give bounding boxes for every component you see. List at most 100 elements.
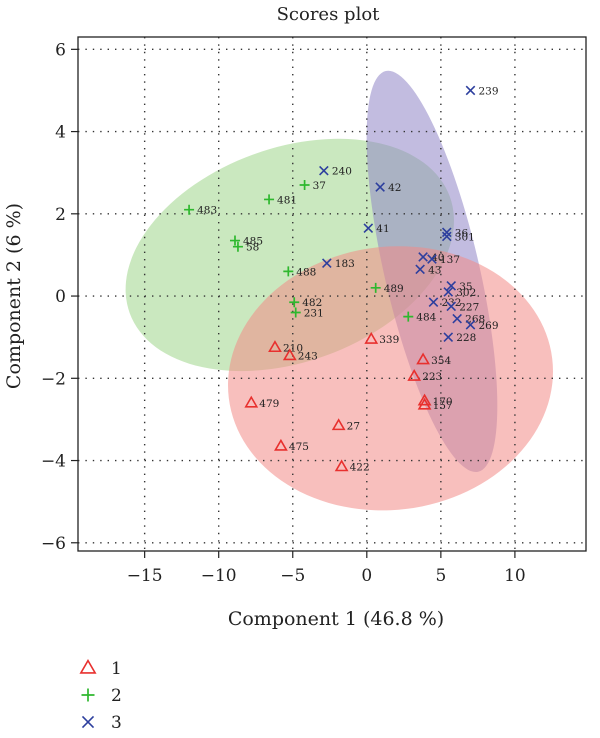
y-tick-label: 0 — [55, 287, 66, 307]
y-tick-label: 6 — [55, 40, 66, 60]
point-label-41: 41 — [376, 223, 389, 235]
point-group-3-41 — [363, 223, 374, 234]
point-group-1-422 — [334, 459, 349, 472]
point-label-479: 479 — [259, 398, 279, 410]
point-label-239: 239 — [478, 85, 498, 97]
point-group-1-243 — [282, 348, 297, 361]
point-group-2-231 — [290, 307, 301, 318]
point-group-3-228 — [443, 332, 454, 342]
point-label-483: 483 — [197, 205, 217, 217]
point-group-3-42 — [375, 182, 385, 192]
legend: 1 2 3 — [79, 658, 122, 733]
point-group-2-481 — [264, 194, 275, 205]
point-label-302: 302 — [456, 287, 476, 299]
point-label-231: 231 — [304, 308, 324, 320]
point-group-3-240 — [319, 165, 329, 176]
point-group-1-475 — [274, 438, 288, 451]
point-label-137: 137 — [440, 254, 460, 266]
plot-area-frame — [77, 36, 587, 552]
legend-label-3: 3 — [111, 713, 122, 733]
point-label-240: 240 — [332, 166, 352, 178]
ellipse-group-1 — [228, 246, 553, 511]
point-label-354: 354 — [431, 355, 451, 367]
legend-label-1: 1 — [111, 659, 122, 679]
x-tick-label: 5 — [435, 566, 446, 586]
point-group-2-488 — [283, 266, 294, 277]
point-group-1-210 — [268, 340, 282, 353]
point-label-339: 339 — [379, 334, 399, 346]
point-label-232: 232 — [441, 297, 461, 309]
point-label-489: 489 — [384, 283, 404, 295]
point-label-422: 422 — [350, 462, 370, 474]
point-group-3-302 — [443, 287, 454, 297]
point-group-3-36 — [441, 227, 452, 238]
point-group-3-232 — [428, 297, 439, 308]
legend-label-2: 2 — [111, 686, 122, 706]
x-axis-title: Component 1 (46.8 %) — [228, 608, 444, 630]
point-group-1-223 — [407, 368, 422, 381]
point-group-3-183 — [322, 258, 332, 268]
point-group-1-339 — [364, 331, 379, 344]
confidence-ellipses — [125, 70, 553, 511]
y-axis-title: Component 2 (6 %) — [3, 203, 25, 389]
point-label-481: 481 — [277, 194, 297, 206]
x-tick-label: −15 — [127, 566, 163, 586]
x-tick-label: 10 — [504, 566, 526, 586]
point-label-170: 170 — [433, 396, 453, 408]
point-group-3-35 — [446, 280, 457, 291]
point-group-3-43 — [415, 264, 425, 275]
point-label-36: 36 — [455, 227, 469, 239]
point-label-228: 228 — [456, 332, 476, 344]
point-group-2-37 — [299, 180, 310, 191]
x-tick-label: 0 — [361, 566, 372, 586]
chart-title: Scores plot — [277, 4, 381, 25]
point-label-268: 268 — [465, 314, 485, 326]
point-label-227: 227 — [459, 301, 479, 313]
point-label-269: 269 — [478, 320, 498, 332]
point-group-1-157 — [417, 397, 432, 410]
point-label-482: 482 — [302, 297, 322, 309]
point-label-243: 243 — [298, 351, 318, 363]
point-label-42: 42 — [388, 182, 401, 194]
point-label-58: 58 — [246, 242, 259, 254]
point-group-2-485 — [229, 235, 240, 246]
y-tick-label: −4 — [41, 452, 66, 472]
point-label-157: 157 — [433, 400, 453, 412]
x-tick-label: −5 — [280, 566, 305, 586]
point-label-27: 27 — [347, 421, 360, 433]
point-group-1-27 — [331, 418, 346, 431]
point-group-2-489 — [370, 282, 381, 293]
point-group-2-482 — [289, 297, 300, 308]
point-label-43: 43 — [428, 264, 441, 276]
point-group-3-40 — [418, 252, 428, 262]
point-label-183: 183 — [335, 258, 355, 270]
legend-marker-2 — [81, 688, 95, 702]
point-group-1-479 — [244, 395, 259, 408]
legend-marker-3 — [81, 715, 95, 729]
y-tick-label: −2 — [41, 369, 66, 389]
x-tick-label: −10 — [201, 566, 237, 586]
legend-marker-1 — [79, 658, 97, 674]
point-group-2-484 — [403, 311, 414, 322]
point-group-2-58 — [232, 241, 243, 252]
point-group-1-354 — [416, 352, 430, 365]
point-group-3-227 — [446, 301, 457, 312]
point-group-3-269 — [465, 320, 476, 330]
point-label-484: 484 — [416, 312, 436, 324]
axis-ticks: −15 −10 −5 0 5 10 −6 −4 −2 0 2 4 6 — [41, 40, 526, 586]
y-tick-label: 2 — [55, 205, 66, 225]
point-label-210: 210 — [283, 342, 303, 354]
point-label-488: 488 — [296, 266, 316, 278]
y-tick-label: 4 — [55, 123, 66, 143]
point-label-35: 35 — [459, 281, 472, 293]
point-label-485: 485 — [243, 236, 263, 248]
point-group-3-239 — [465, 85, 476, 96]
point-label-37: 37 — [313, 180, 326, 192]
point-group-3-301 — [441, 231, 452, 242]
point-group-2-483 — [184, 204, 195, 215]
point-label-475: 475 — [289, 441, 309, 453]
point-label-223: 223 — [422, 371, 442, 383]
point-group-3-268 — [452, 313, 462, 324]
